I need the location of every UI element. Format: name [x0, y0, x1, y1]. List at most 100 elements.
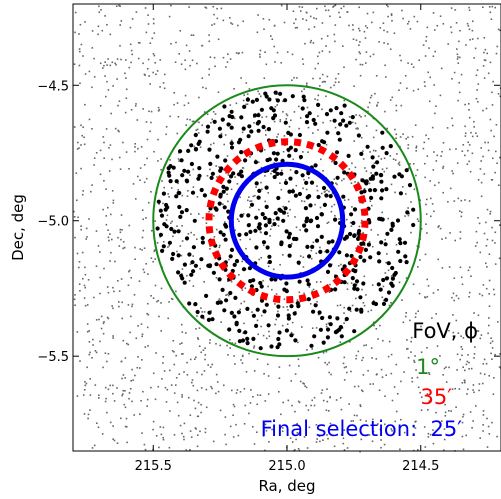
field-point	[441, 238, 443, 240]
field-point	[81, 134, 83, 137]
field-point	[257, 333, 259, 336]
field-point	[314, 203, 316, 206]
field-point	[415, 147, 417, 149]
field-point	[316, 7, 318, 10]
field-point	[292, 158, 294, 161]
selected-point	[200, 314, 205, 319]
selected-point	[397, 172, 402, 177]
selected-point	[233, 295, 238, 300]
field-point	[172, 340, 175, 342]
field-point	[121, 317, 123, 320]
field-point	[459, 358, 461, 361]
selected-point	[362, 258, 367, 263]
selected-point	[262, 215, 268, 221]
field-point	[456, 48, 458, 50]
field-point	[431, 317, 433, 319]
field-point	[195, 129, 198, 131]
selected-point	[254, 323, 259, 328]
field-point	[131, 305, 133, 308]
field-point	[442, 167, 444, 169]
selected-point	[327, 315, 332, 320]
field-point	[437, 258, 439, 261]
field-point	[268, 441, 270, 443]
field-point	[372, 136, 375, 139]
selected-point	[239, 213, 244, 218]
field-point	[435, 411, 437, 414]
field-point	[389, 48, 392, 50]
field-point	[137, 175, 139, 178]
selected-point	[346, 153, 351, 158]
selected-point	[171, 251, 176, 257]
field-point	[137, 57, 140, 60]
selected-point	[189, 143, 194, 148]
field-point	[152, 18, 155, 20]
selected-point	[309, 180, 315, 185]
field-point	[116, 78, 118, 80]
field-point	[178, 160, 180, 162]
field-point	[171, 298, 174, 301]
field-point	[127, 343, 130, 346]
field-point	[81, 193, 84, 196]
field-point	[168, 301, 170, 303]
field-point	[499, 353, 501, 355]
field-point	[482, 65, 485, 67]
field-point	[374, 150, 377, 152]
field-point	[205, 87, 207, 90]
field-point	[226, 293, 229, 296]
field-point	[469, 170, 472, 173]
field-point	[291, 321, 294, 324]
field-point	[242, 20, 244, 23]
selected-point	[169, 226, 174, 232]
field-point	[99, 105, 102, 107]
field-point	[210, 310, 212, 312]
field-point	[286, 212, 289, 215]
field-point	[194, 427, 197, 429]
field-point	[460, 215, 463, 218]
field-point	[447, 43, 449, 45]
field-point	[457, 56, 459, 58]
field-point	[189, 174, 191, 176]
field-point	[424, 162, 426, 165]
selected-point	[271, 151, 276, 156]
selected-point	[321, 340, 326, 345]
field-point	[196, 196, 199, 198]
selected-point	[361, 281, 366, 286]
field-point	[453, 71, 456, 74]
field-point	[484, 141, 486, 144]
selected-point	[246, 213, 251, 218]
field-point	[334, 81, 337, 84]
field-point	[342, 442, 345, 445]
field-point	[333, 445, 336, 448]
field-point	[467, 388, 469, 391]
field-point	[423, 141, 426, 144]
field-point	[303, 383, 305, 385]
field-point	[432, 292, 435, 294]
field-point	[336, 183, 338, 186]
field-point	[395, 104, 398, 107]
field-point	[130, 109, 133, 111]
field-point	[472, 420, 474, 422]
field-point	[400, 104, 403, 107]
field-point	[419, 259, 421, 261]
selected-point	[187, 301, 192, 306]
field-point	[78, 283, 81, 285]
field-point	[381, 296, 384, 299]
field-point	[321, 73, 324, 76]
field-point	[286, 114, 289, 117]
field-point	[286, 306, 288, 308]
field-point	[194, 358, 196, 360]
field-point	[176, 102, 179, 104]
field-point	[257, 90, 259, 93]
field-point	[427, 409, 429, 411]
selected-point	[228, 254, 233, 259]
field-point	[328, 190, 330, 193]
field-point	[88, 330, 90, 332]
field-point	[359, 419, 362, 421]
selected-point	[219, 166, 224, 171]
field-point	[497, 28, 500, 31]
field-point	[120, 20, 123, 22]
field-point	[150, 257, 153, 259]
field-point	[408, 20, 410, 23]
selected-point	[273, 90, 278, 95]
selected-point	[297, 279, 302, 284]
